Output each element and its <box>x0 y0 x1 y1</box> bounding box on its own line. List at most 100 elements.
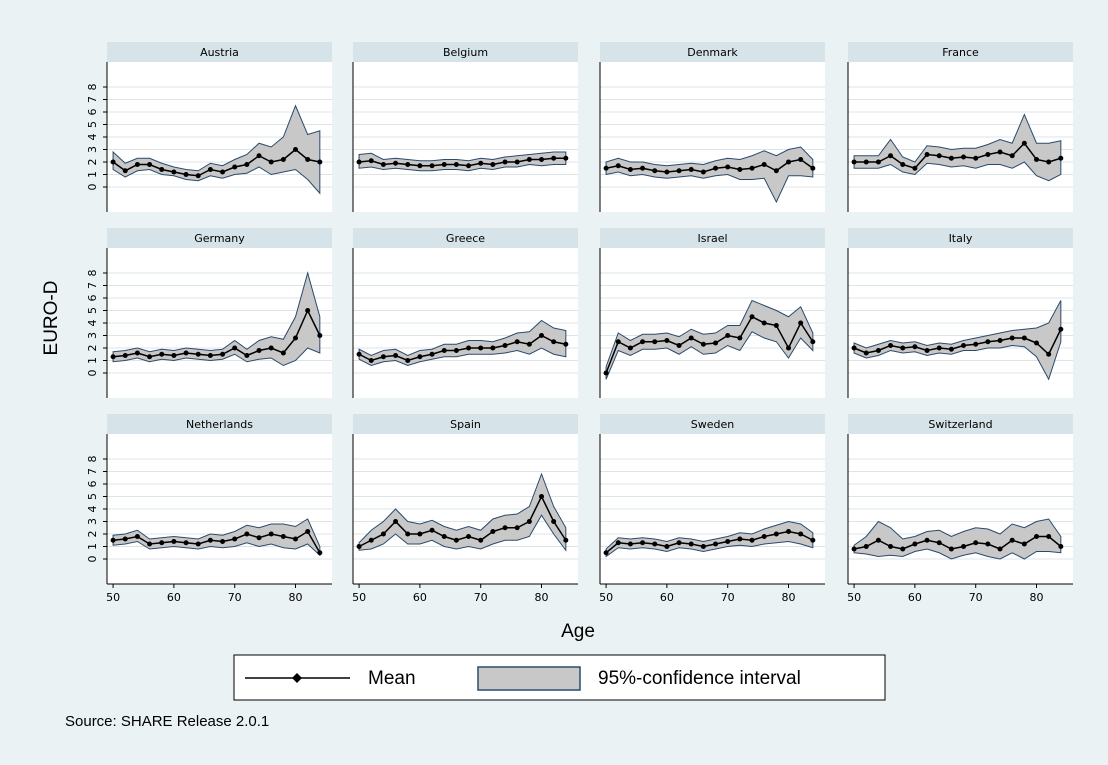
panel-title: France <box>942 46 979 59</box>
mean-point <box>688 335 694 341</box>
panel-header <box>600 414 825 434</box>
x-tick-label: 50 <box>847 591 861 604</box>
y-tick-label: 2 <box>86 531 99 538</box>
mean-point <box>441 162 447 167</box>
mean-point <box>183 350 189 356</box>
mean-point <box>478 345 484 351</box>
mean-point <box>773 168 779 174</box>
mean-point <box>429 527 435 533</box>
x-tick-label: 70 <box>474 591 488 604</box>
panel-header <box>848 414 1073 434</box>
mean-point <box>244 162 250 167</box>
mean-point <box>356 544 362 549</box>
mean-point <box>997 149 1003 155</box>
mean-point <box>773 531 779 537</box>
mean-point <box>798 531 804 537</box>
mean-point <box>737 335 743 341</box>
mean-point <box>466 163 472 169</box>
panel-header <box>107 228 332 248</box>
panel-title: Denmark <box>687 46 738 59</box>
mean-point <box>171 169 177 175</box>
mean-point <box>147 541 153 547</box>
confidence-band <box>853 300 1062 381</box>
mean-point <box>1046 351 1052 357</box>
panel-title: Greece <box>446 232 485 245</box>
mean-point <box>640 165 646 171</box>
mean-point <box>700 341 706 347</box>
mean-point <box>688 541 694 547</box>
mean-point <box>526 519 532 524</box>
y-tick-label: 8 <box>86 456 99 463</box>
mean-point <box>786 159 792 165</box>
mean-point <box>973 540 979 546</box>
confidence-band <box>358 319 567 367</box>
mean-point <box>924 348 930 353</box>
mean-point <box>134 162 140 167</box>
confidence-band <box>605 146 814 204</box>
panel-title: Switzerland <box>928 418 992 431</box>
mean-point <box>490 162 496 167</box>
legend-swatch <box>477 666 581 691</box>
mean-point <box>603 165 609 171</box>
mean-point <box>1058 155 1064 161</box>
mean-point <box>159 540 165 546</box>
y-tick-label: 3 <box>86 146 99 153</box>
panel-title: Netherlands <box>186 418 253 431</box>
panel-header <box>107 42 332 62</box>
y-tick-label: 4 <box>86 320 99 327</box>
mean-point <box>134 350 140 356</box>
mean-point <box>244 353 250 358</box>
mean-point <box>936 345 942 351</box>
mean-point <box>900 345 906 351</box>
mean-point <box>851 546 857 552</box>
mean-point <box>924 537 930 543</box>
y-tick-label: 7 <box>86 96 99 103</box>
mean-point <box>603 370 609 376</box>
mean-point <box>961 343 967 348</box>
mean-point <box>478 537 484 543</box>
mean-point <box>280 157 286 162</box>
mean-point <box>256 153 262 159</box>
mean-point <box>280 350 286 356</box>
x-tick-label: 80 <box>1030 591 1044 604</box>
mean-point <box>961 544 967 549</box>
mean-point <box>256 348 262 353</box>
mean-point <box>368 158 374 164</box>
mean-point <box>466 534 472 539</box>
panel-header <box>107 414 332 434</box>
confidence-band <box>853 518 1062 560</box>
mean-point <box>514 525 520 531</box>
mean-point <box>368 358 374 363</box>
mean-point <box>317 159 323 165</box>
mean-point <box>195 351 201 357</box>
y-tick-label: 8 <box>86 270 99 277</box>
y-tick-label: 5 <box>86 493 99 500</box>
mean-point <box>429 351 435 357</box>
mean-point <box>664 544 670 549</box>
mean-point <box>888 544 894 549</box>
mean-point <box>380 162 386 167</box>
mean-point <box>973 341 979 347</box>
mean-point <box>652 541 658 547</box>
y-tick-label: 7 <box>86 468 99 475</box>
x-tick-label: 60 <box>167 591 181 604</box>
mean-point <box>875 537 881 543</box>
mean-point <box>122 168 128 174</box>
mean-point <box>393 519 399 524</box>
mean-point <box>293 536 299 542</box>
panel-title: Italy <box>949 232 973 245</box>
mean-point <box>652 168 658 174</box>
mean-point <box>551 155 557 161</box>
y-tick-label: 5 <box>86 121 99 128</box>
mean-point <box>985 339 991 345</box>
y-tick-label: 5 <box>86 307 99 314</box>
mean-point <box>961 154 967 160</box>
mean-point <box>688 167 694 172</box>
mean-point <box>183 540 189 546</box>
x-tick-label: 50 <box>352 591 366 604</box>
legend-label: Mean <box>368 668 416 689</box>
mean-point <box>997 338 1003 343</box>
x-tick-label: 50 <box>106 591 120 604</box>
mean-point <box>851 159 857 165</box>
mean-point <box>256 535 262 541</box>
